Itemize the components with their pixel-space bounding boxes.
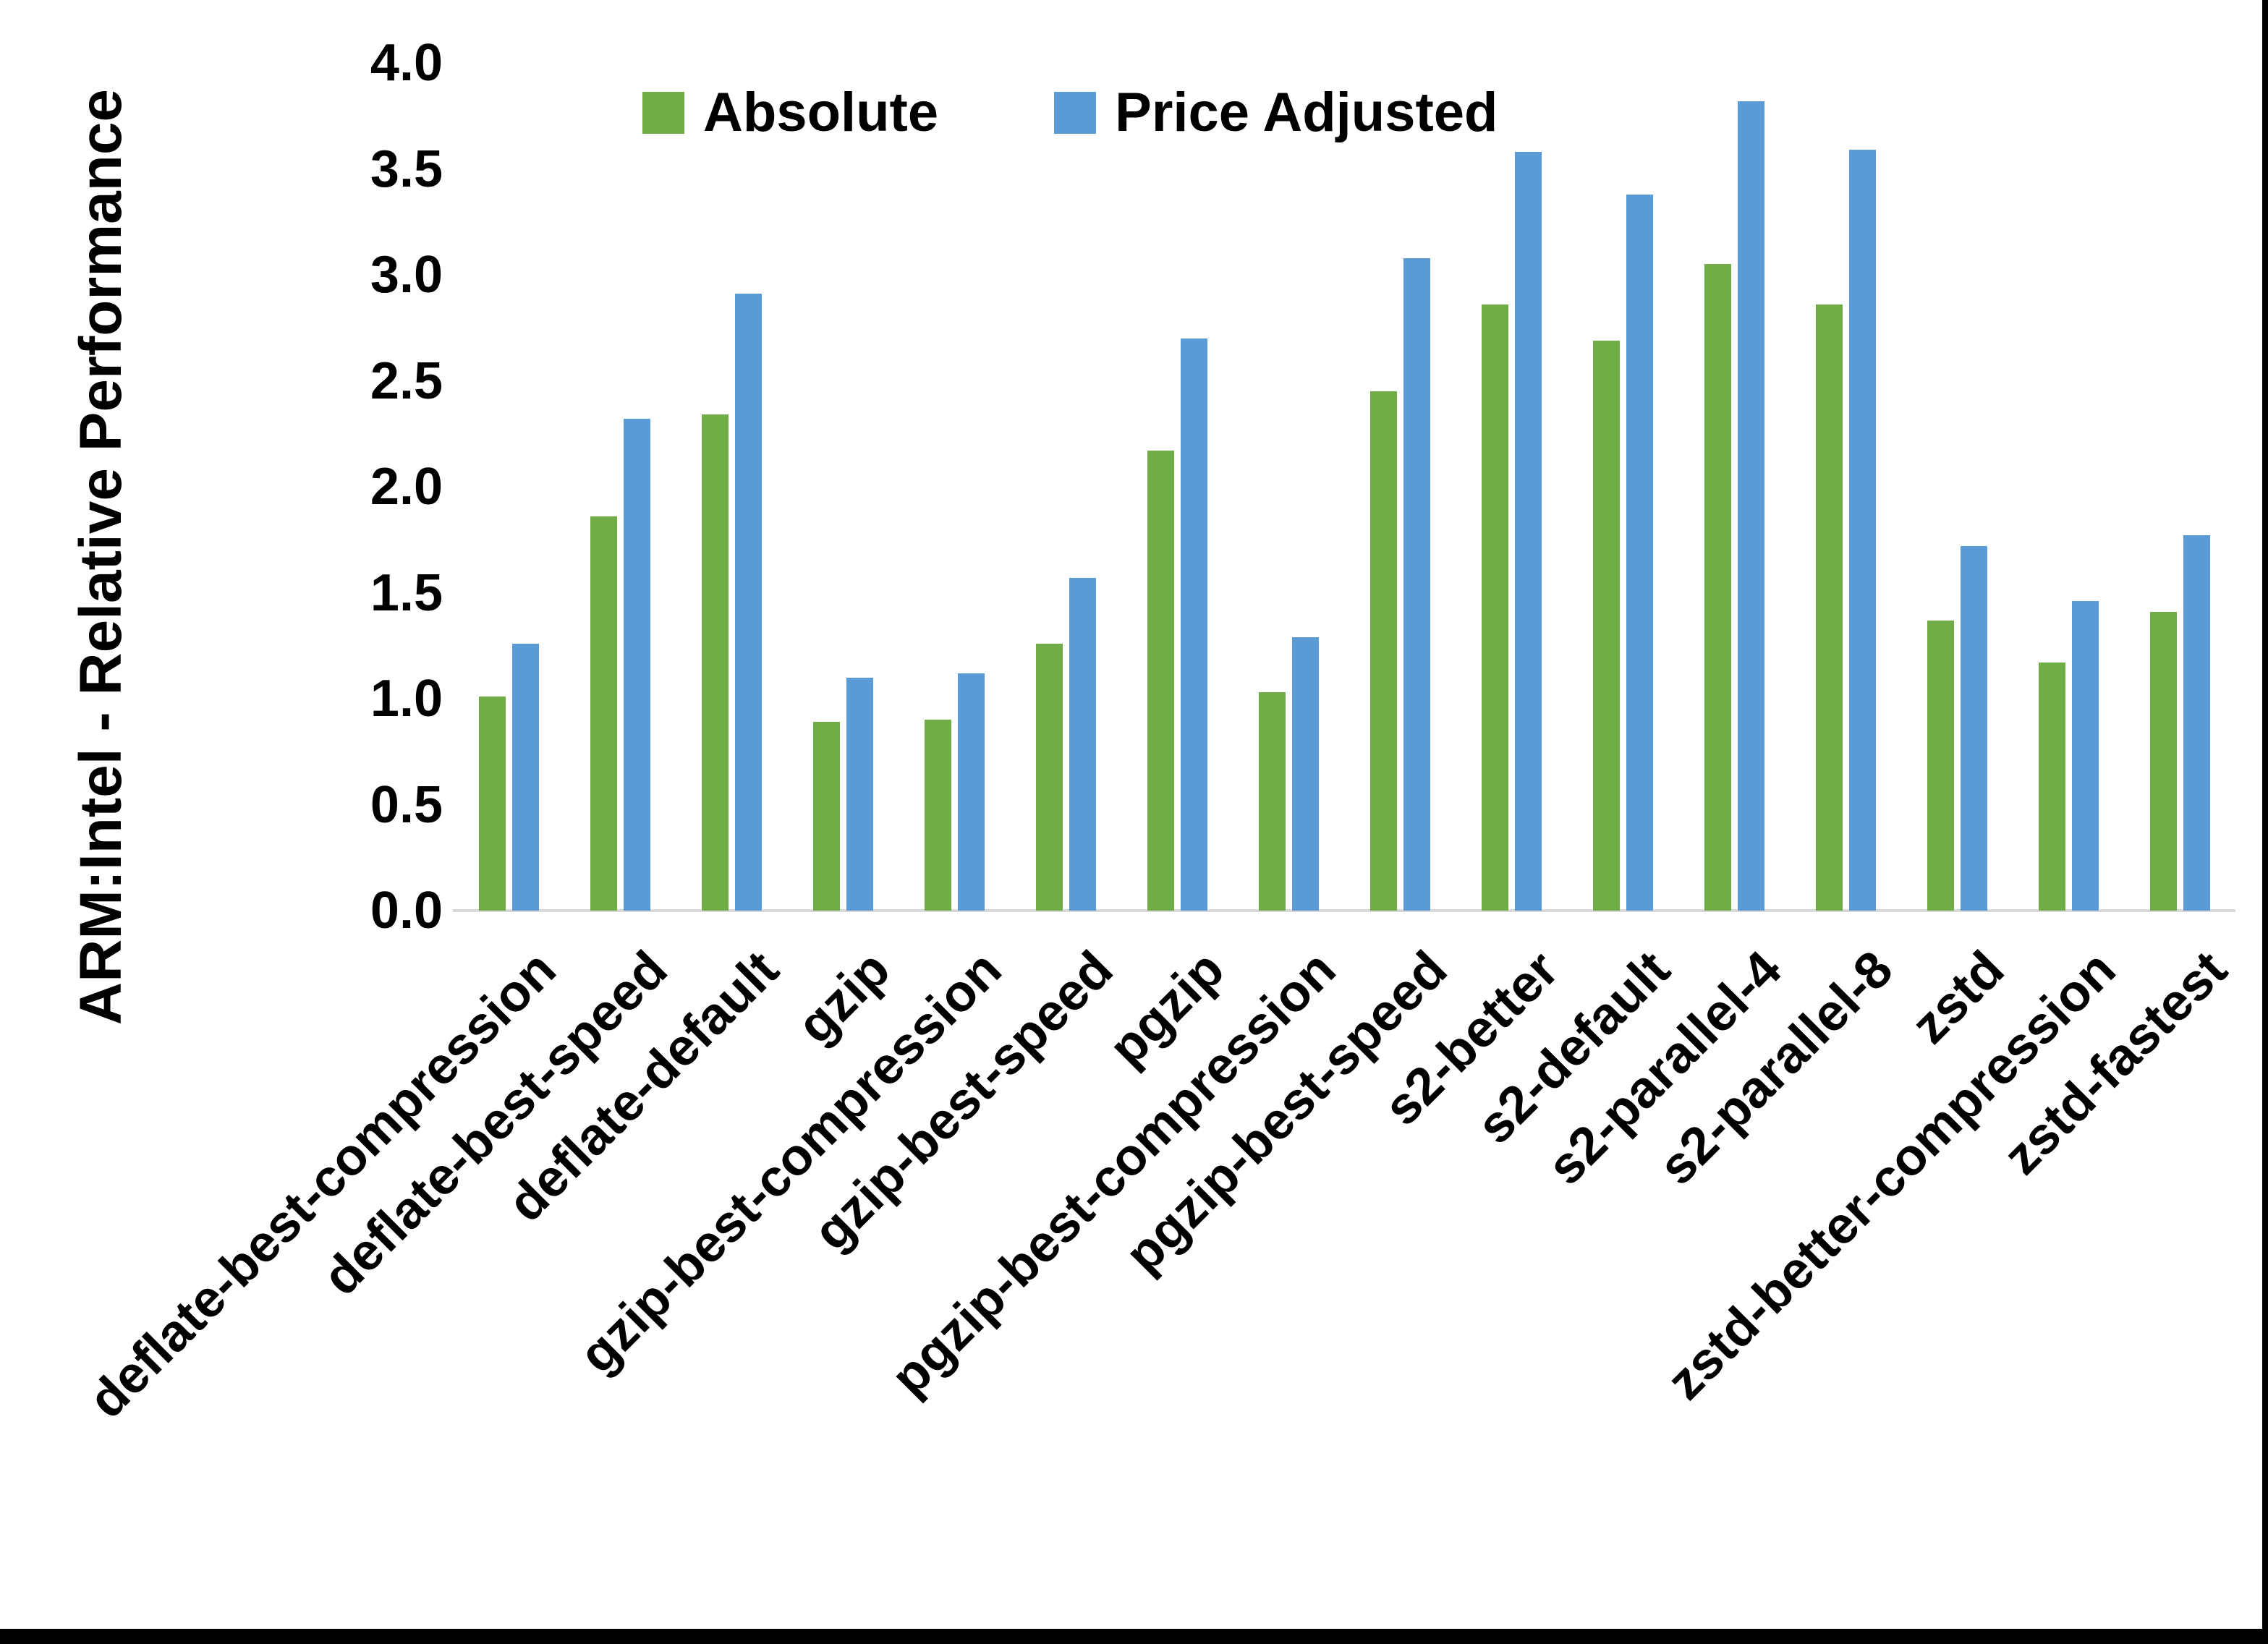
bar-zstd-absolute — [1927, 621, 1954, 911]
bar-gzip-best-compression-price-adjusted — [958, 673, 985, 911]
y-tick-label: 2.0 — [370, 458, 443, 516]
bar-deflate-best-compression-price-adjusted — [512, 644, 539, 911]
bar-gzip-best-compression-absolute — [925, 720, 951, 911]
bar-s2-default-absolute — [1593, 341, 1620, 911]
bar-pgzip-best-speed-price-adjusted — [1403, 258, 1430, 911]
legend-item-absolute: Absolute — [642, 85, 938, 140]
bar-zstd-fastest-absolute — [2150, 612, 2177, 911]
y-tick-label: 4.0 — [370, 34, 443, 92]
bar-s2-parallel-4-absolute — [1704, 264, 1731, 911]
y-tick-label: 1.5 — [370, 563, 443, 622]
bar-deflate-best-compression-absolute — [479, 697, 506, 911]
window-border-bottom — [0, 1629, 2268, 1644]
y-tick-label: 3.5 — [370, 140, 443, 198]
bar-deflate-default-absolute — [702, 414, 729, 911]
bar-pgzip-price-adjusted — [1181, 338, 1207, 911]
legend-swatch-icon — [1054, 92, 1097, 134]
bar-pgzip-best-compression-price-adjusted — [1292, 637, 1319, 911]
legend-label: Price Adjusted — [1115, 82, 1498, 143]
y-tick-label: 1.0 — [370, 670, 443, 728]
bar-deflate-best-speed-absolute — [590, 516, 617, 911]
bar-gzip-price-adjusted — [846, 678, 873, 911]
bar-deflate-best-speed-price-adjusted — [624, 419, 650, 911]
x-axis-line — [453, 909, 2235, 912]
bar-s2-parallel-8-price-adjusted — [1849, 150, 1876, 911]
window-border-right — [2262, 0, 2268, 1644]
y-tick-label: 3.0 — [370, 246, 443, 304]
bar-gzip-best-speed-absolute — [1036, 644, 1063, 911]
legend-label: Absolute — [703, 82, 939, 143]
bar-zstd-better-compression-price-adjusted — [2072, 601, 2099, 911]
y-axis-title: ARM:Intel - Relative Performance — [68, 88, 134, 1026]
bar-zstd-fastest-price-adjusted — [2183, 535, 2210, 911]
legend-item-price-adjusted: Price Adjusted — [1054, 85, 1498, 140]
legend: Absolute Price Adjusted — [642, 85, 1498, 140]
bar-s2-default-price-adjusted — [1626, 195, 1653, 911]
bar-gzip-absolute — [813, 722, 840, 911]
bar-pgzip-absolute — [1147, 451, 1174, 911]
y-tick-label: 0.5 — [370, 775, 443, 834]
bar-gzip-best-speed-price-adjusted — [1069, 578, 1096, 911]
bar-deflate-default-price-adjusted — [735, 294, 762, 911]
x-category-label-deflate-best-compression: deflate-best-compression — [77, 940, 567, 1430]
y-tick-label: 0.0 — [370, 882, 443, 940]
bar-pgzip-best-compression-absolute — [1259, 692, 1286, 911]
bar-s2-better-absolute — [1482, 304, 1508, 911]
bar-pgzip-best-speed-absolute — [1370, 391, 1397, 911]
legend-swatch-icon — [642, 92, 684, 134]
bar-s2-parallel-8-absolute — [1816, 304, 1843, 911]
bar-zstd-better-compression-absolute — [2039, 663, 2065, 911]
bar-zstd-price-adjusted — [1961, 546, 1987, 911]
bar-s2-parallel-4-price-adjusted — [1738, 101, 1764, 911]
bar-s2-better-price-adjusted — [1515, 152, 1542, 911]
y-tick-label: 2.5 — [370, 352, 443, 410]
